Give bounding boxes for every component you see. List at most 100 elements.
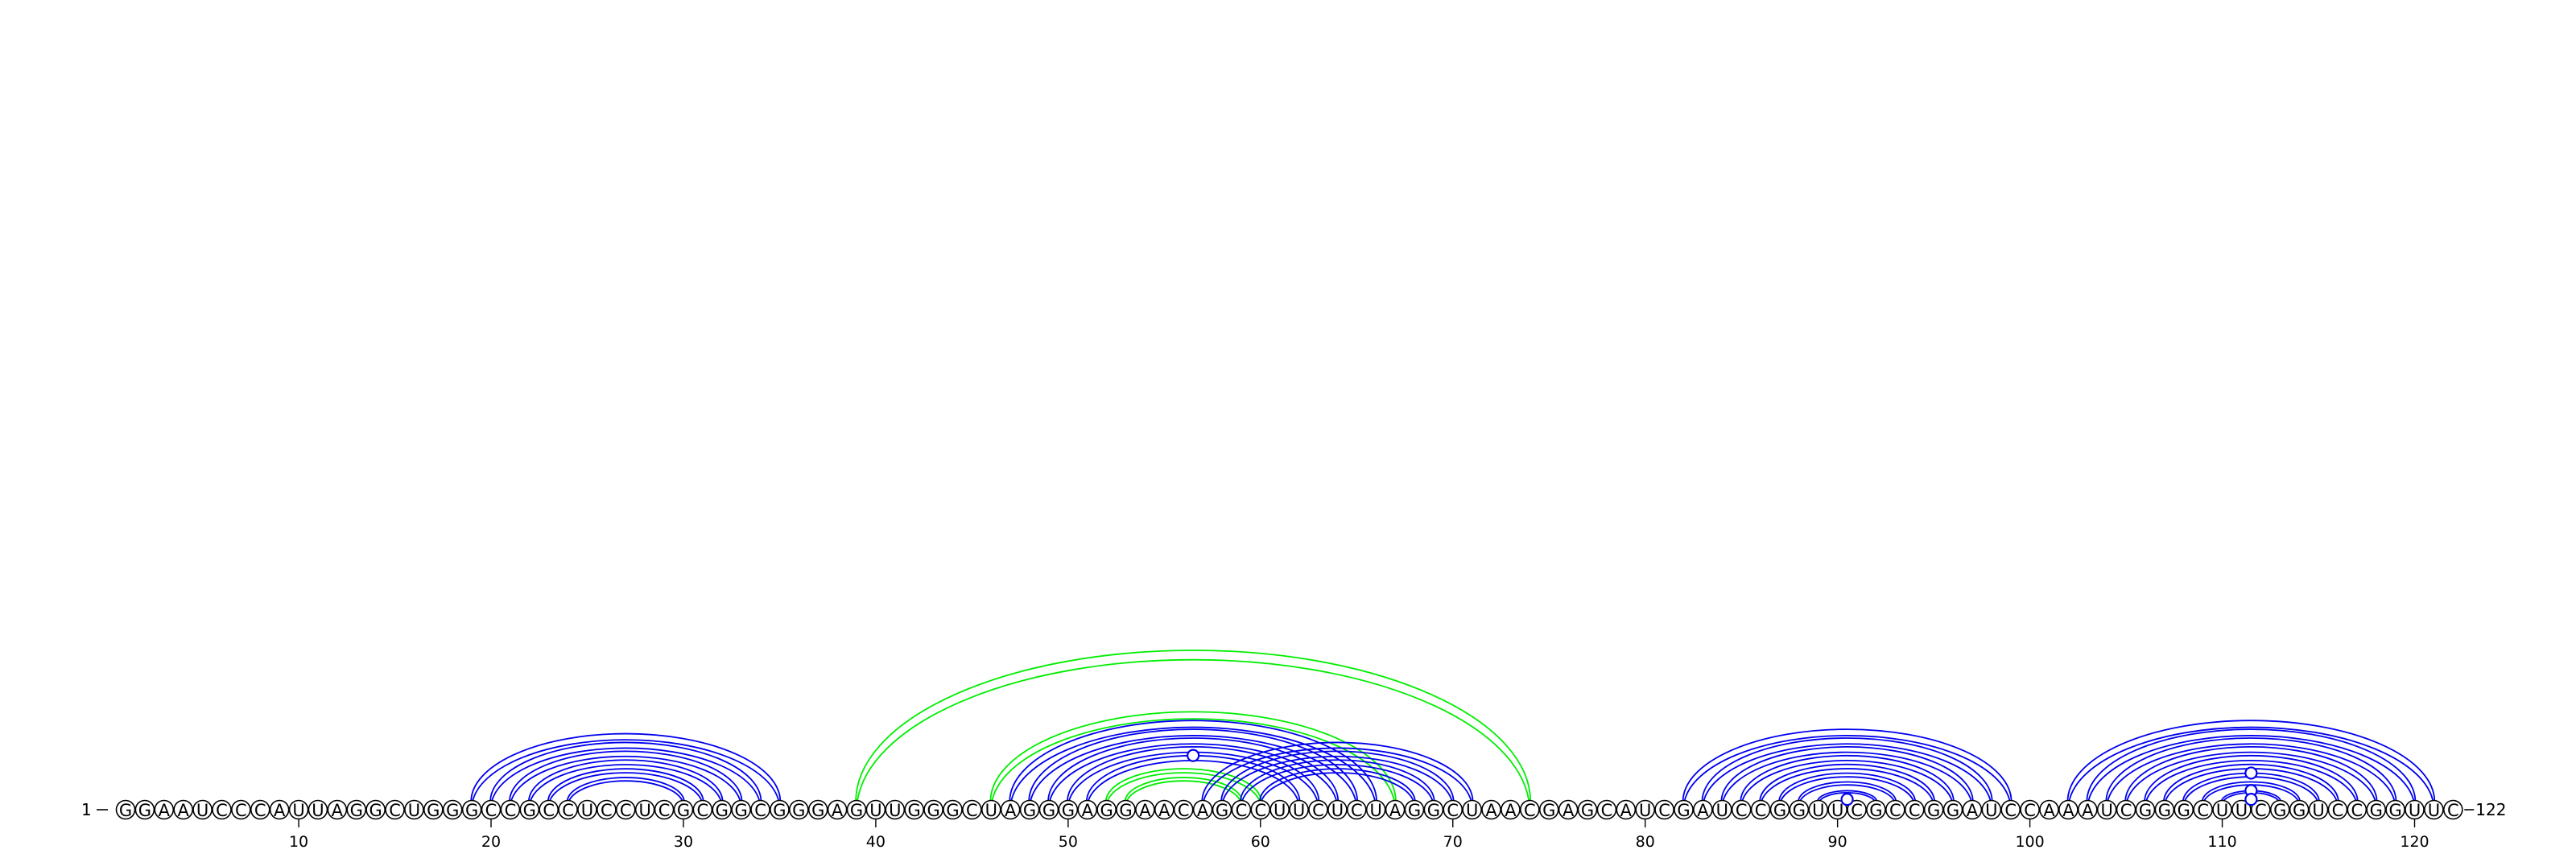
helix-arc — [1222, 755, 1453, 802]
helix-arc — [489, 741, 762, 802]
nucleotide-letter: G — [446, 801, 459, 820]
nucleotide-circle — [2327, 799, 2348, 820]
nucleotide-circle — [1269, 799, 1290, 820]
nucleotide: G — [1769, 799, 1790, 820]
nucleotide-letter: A — [1563, 801, 1575, 820]
nucleotide: G — [1866, 799, 1886, 820]
helix-arc — [470, 732, 782, 802]
nucleotide-circle — [846, 799, 867, 820]
nucleotide-circle — [2308, 799, 2329, 820]
nucleotide-circle — [1038, 799, 1059, 820]
nucleotide-letter: A — [2062, 801, 2074, 820]
helix-arc — [1740, 754, 1955, 802]
nucleotide-circle — [1577, 799, 1598, 820]
nucleotide-letter: G — [734, 801, 747, 820]
helix-arc — [1010, 726, 1377, 802]
nucleotide: U — [1711, 799, 1732, 820]
nucleotide-circle — [1289, 799, 1309, 820]
tick-label: 110 — [2207, 833, 2236, 851]
helix-arc — [2163, 763, 2339, 802]
nucleotide-circle — [154, 799, 175, 820]
nucleotide-circle — [192, 799, 213, 820]
nucleotide-letter: C — [1755, 801, 1767, 820]
nucleotide: C — [1904, 799, 1925, 820]
nucleotide-circle — [1462, 799, 1482, 820]
nucleotide-letter: A — [1197, 801, 1209, 820]
nucleotide-circle — [1847, 799, 1867, 820]
nucleotide-letter: C — [1851, 801, 1863, 820]
nucleotide-circle — [1693, 799, 1713, 820]
nucleotide: C — [212, 799, 232, 820]
nucleotide-circle — [1308, 799, 1328, 820]
nucleotide-letter: U — [1369, 801, 1381, 820]
nucleotide-letter: G — [927, 801, 939, 820]
nucleotide-circle — [2442, 799, 2463, 820]
nucleotide-circle — [1808, 799, 1829, 820]
nucleotide-letter: G — [850, 801, 863, 820]
nucleotide-circle — [212, 799, 232, 820]
helix-arc — [1722, 751, 1972, 802]
nucleotide: A — [1135, 799, 1155, 820]
nucleotide-letter: G — [1869, 801, 1882, 820]
helix-arc — [2126, 751, 2376, 802]
nucleotide-circle — [385, 799, 405, 820]
nucleotide-letter: U — [1985, 801, 1997, 820]
nucleotide: G — [2385, 799, 2405, 820]
helix-arc — [1703, 743, 1992, 802]
tick-label: 60 — [1251, 833, 1270, 851]
nucleotide: A — [1962, 799, 1983, 820]
helix-arc — [547, 768, 704, 802]
nucleotide-letter: G — [2388, 801, 2401, 820]
nucleotide-circle — [231, 799, 251, 820]
pseudoknot-arc — [1106, 772, 1261, 802]
nucleotide: C — [1847, 799, 1867, 820]
nucleotide-letter: G — [119, 801, 132, 820]
nucleotide-letter: C — [966, 801, 978, 820]
nucleotide: G — [1096, 799, 1117, 820]
nucleotide: G — [731, 799, 751, 820]
nucleotide: G — [846, 799, 867, 820]
nucleotide: C — [597, 799, 617, 820]
nucleotide: U — [404, 799, 424, 820]
nucleotide-letter: G — [2293, 801, 2306, 820]
nucleotide: C — [558, 799, 578, 820]
helix-arc — [472, 739, 780, 802]
nucleotide-circle — [461, 799, 482, 820]
nucleotide-circle — [807, 799, 828, 820]
nucleotide: U — [2405, 799, 2425, 820]
nucleotide-letter: G — [2370, 801, 2383, 820]
nucleotide: A — [1558, 799, 1579, 820]
nucleotide: C — [231, 799, 251, 820]
nucleotide: G — [1789, 799, 1810, 820]
nucleotide-circle — [1904, 799, 1925, 820]
nucleotide: C — [1308, 799, 1328, 820]
nucleotide-letter: G — [2178, 801, 2190, 820]
nucleotide-letter: C — [2255, 801, 2267, 820]
nucleotide-circle — [654, 799, 675, 820]
nucleotide-circle — [1404, 799, 1425, 820]
nucleotide-circle — [1096, 799, 1117, 820]
helix-arc — [1203, 747, 1472, 802]
helix-arc — [1761, 768, 1934, 802]
nucleotide-letter: C — [1254, 801, 1266, 820]
nucleotide-circle — [885, 799, 906, 820]
tick-label: 90 — [1828, 833, 1847, 851]
helix-arc — [1759, 763, 1935, 802]
nucleotide-circle — [2039, 799, 2059, 820]
nucleotide-letter: C — [2024, 801, 2036, 820]
nucleotide: G — [346, 799, 367, 820]
nucleotide: G — [1942, 799, 1963, 820]
nucleotide-letter: G — [2158, 801, 2171, 820]
nucleotide-letter: U — [581, 801, 593, 820]
nucleotide-circle — [1173, 799, 1194, 820]
helix-arc — [510, 755, 741, 802]
nucleotide-letter: C — [1312, 801, 1324, 820]
nucleotide-circle — [1019, 799, 1040, 820]
nucleotide: G — [2366, 799, 2387, 820]
nucleotide-circle — [1769, 799, 1790, 820]
helix-arc — [2124, 745, 2378, 802]
nucleotide-circle — [2424, 799, 2444, 820]
helix-arc — [1741, 760, 1953, 802]
nucleotide: G — [1019, 799, 1040, 820]
nucleotide-letter: U — [1812, 801, 1824, 820]
